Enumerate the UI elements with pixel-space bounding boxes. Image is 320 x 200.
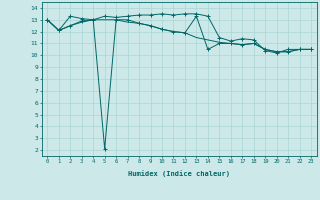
X-axis label: Humidex (Indice chaleur): Humidex (Indice chaleur)	[128, 170, 230, 177]
